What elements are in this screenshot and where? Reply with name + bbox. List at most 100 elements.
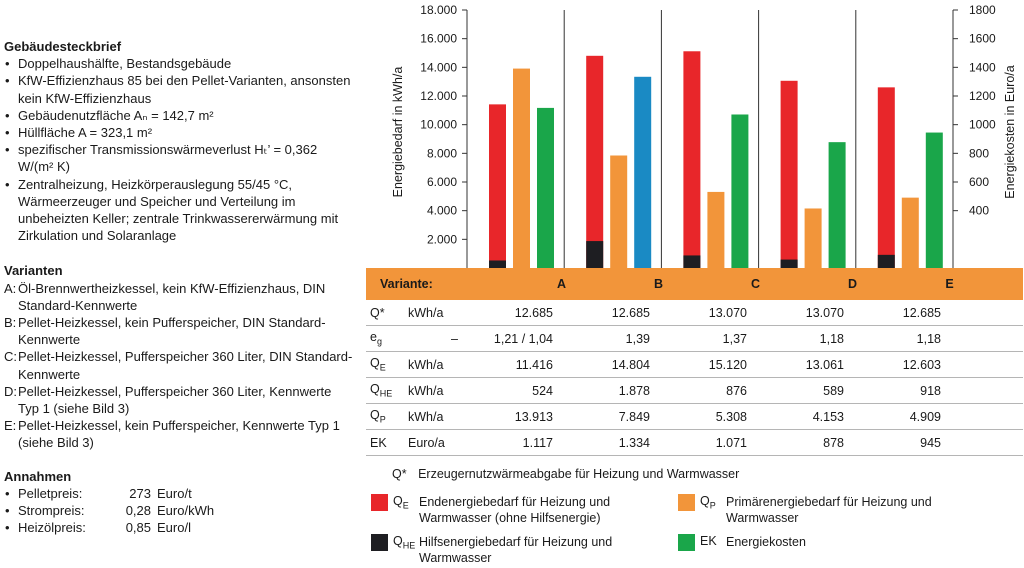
legend-swatch: [678, 534, 695, 551]
table-row: EK Euro/a 1.117 1.334 1.071 878 945: [366, 430, 1023, 456]
legend-swatch: [371, 494, 388, 511]
y-tick-label-left: 6.000: [427, 175, 457, 189]
variant-letter: A:: [4, 280, 17, 296]
y-tick-label-left: 14.000: [420, 60, 457, 74]
row-symbol-main: Q: [370, 408, 380, 423]
legend-qstar: Q* Erzeugernutzwärmeabgabe für Heizung u…: [392, 466, 739, 482]
row-symbol: QE: [366, 356, 408, 373]
row-symbol-main: Q*: [370, 305, 385, 320]
table-cell: 1.071: [715, 435, 747, 450]
table-cell: 1,18: [916, 331, 941, 346]
bar-ek-E: [925, 132, 943, 268]
row-symbol-sub: HE: [379, 388, 393, 399]
table-cell: 4.909: [909, 409, 941, 424]
y-tick-label-right: 1800: [969, 3, 996, 17]
table-cell: 13.061: [805, 357, 844, 372]
variant-letter: C:: [4, 349, 17, 365]
bar-qe-D: [780, 80, 798, 269]
assumption-unit: Euro/kWh: [157, 503, 215, 519]
legend-symbol-main: Q: [393, 494, 403, 508]
bar-qp-E: [901, 197, 919, 268]
info-panel: Gebäudesteckbrief Doppelhaushälfte, Best…: [4, 38, 354, 537]
variant-text: Pellet-Heizkessel, Pufferspeicher 360 Li…: [18, 349, 353, 382]
assumptions-section: Annahmen Pelletpreis: 273 Euro/t Stromprei…: [4, 468, 354, 537]
bar-qhe-E: [877, 254, 895, 268]
row-unit: –: [451, 331, 458, 346]
row-symbol-main: Q: [370, 382, 380, 397]
y-tick-label-right: 1600: [969, 32, 996, 46]
y-tick-label-left: 2.000: [427, 232, 457, 246]
y-tick-label-left: 18.000: [420, 3, 457, 17]
table-body: Q* kWh/a 12.685 12.685 13.070 13.070 12.685 eg –…: [366, 300, 1023, 456]
assumption-row: Strompreis: 0,28 Euro/kWh: [4, 502, 354, 519]
table-cell: 4.153: [812, 409, 844, 424]
table-cell: 13.070: [805, 305, 844, 320]
bar-qp-A: [513, 68, 530, 269]
table-cell: 15.120: [708, 357, 747, 372]
bar-ek-B: [634, 76, 652, 268]
legend-qstar-text: Erzeugernutzwärmeabgabe für Heizung und …: [418, 467, 740, 481]
bar-qhe-C: [683, 255, 701, 268]
table-cell: 1.878: [618, 383, 650, 398]
row-unit: kWh/a: [408, 409, 444, 424]
row-unit: Euro/a: [408, 435, 445, 450]
variants-section: Varianten A: Öl-Brennwertheizkessel, kein…: [4, 262, 354, 451]
y-axis-label-left: Energiebedarf in kWh/a: [391, 67, 405, 198]
row-symbol-sub: E: [379, 362, 386, 373]
variant-item: D: Pellet-Heizkessel, Pufferspeicher 360 …: [4, 383, 354, 417]
legend-symbol: QE: [393, 494, 409, 511]
legend-text: Energiekosten: [726, 535, 806, 549]
table-cell: 1,39: [625, 331, 650, 346]
variant-item: A: Öl-Brennwertheizkessel, kein KfW-Effiz…: [4, 280, 354, 314]
legend-symbol-sub: HE: [402, 540, 416, 551]
assumption-name: Strompreis:: [18, 503, 85, 519]
bar-qe-A: [489, 104, 506, 268]
legend-symbol-main: EK: [700, 534, 717, 548]
assumption-row: Pelletpreis: 273 Euro/t: [4, 485, 354, 502]
legend-symbol: QP: [700, 494, 716, 511]
row-symbol: Q*: [366, 306, 408, 320]
assumptions-heading: Annahmen: [4, 468, 72, 484]
table-cell: 589: [823, 383, 844, 398]
variants-heading: Varianten: [4, 263, 63, 279]
assumption-value: 0,28: [125, 503, 151, 519]
table-cell: 1.117: [522, 435, 553, 450]
table-cell: 12.685: [902, 305, 941, 320]
variant-text: Öl-Brennwertheizkessel, kein KfW-Effizie…: [18, 280, 326, 313]
table-cell: 11.416: [515, 357, 553, 372]
assumption-name: Heizölpreis:: [18, 520, 86, 536]
row-unit: kWh/a: [408, 305, 444, 320]
row-unit: kWh/a: [408, 357, 444, 372]
profile-heading: Gebäudesteckbrief: [4, 39, 122, 54]
table-cell: 14.804: [611, 357, 650, 372]
legend-text: Primärenergiebedarf für Heizung und Warm…: [726, 495, 932, 525]
bar-qhe-B: [586, 241, 604, 268]
table-row: eg – 1,21 / 1,04 1,39 1,37 1,18 1,18: [366, 326, 1023, 352]
y-tick-label-left: 4.000: [427, 204, 457, 218]
row-symbol: EK: [366, 436, 408, 450]
profile-item: Gebäudenutzfläche Aₙ = 142,7 m²: [4, 107, 354, 124]
bar-qe-C: [683, 51, 701, 268]
table-cell: 1.334: [618, 435, 650, 450]
assumption-row: Heizölpreis: 0,85 Euro/l: [4, 519, 354, 536]
legend-swatch: [371, 534, 388, 551]
table-cell: 12.603: [902, 357, 941, 372]
variant-text: Pellet-Heizkessel, Pufferspeicher 360 Li…: [18, 383, 332, 417]
legend-text: Endenergiebedarf für Heizung und Warmwas…: [419, 495, 611, 525]
assumption-unit: Euro/l: [157, 520, 191, 536]
y-tick-label-right: 1200: [969, 89, 996, 103]
column-header: C: [750, 277, 761, 291]
y-tick-label-right: 1400: [969, 60, 996, 74]
row-symbol-main: Q: [370, 356, 380, 371]
legend-symbol-sub: E: [402, 500, 409, 511]
bar-qp-C: [707, 191, 725, 268]
row-symbol: eg: [366, 330, 408, 347]
assumption-value: 0,85: [125, 520, 151, 536]
variant-item: B: Pellet-Heizkessel, kein Pufferspeicher…: [4, 314, 354, 348]
y-tick-label-right: 600: [969, 175, 989, 189]
legend-swatch: [678, 494, 695, 511]
profile-list: Doppelhaushälfte, Bestandsgebäude KfW-Ef…: [4, 55, 354, 244]
bar-qhe-A: [489, 260, 506, 268]
y-tick-label-left: 8.000: [427, 146, 457, 160]
assumption-unit: Euro/t: [157, 485, 192, 501]
